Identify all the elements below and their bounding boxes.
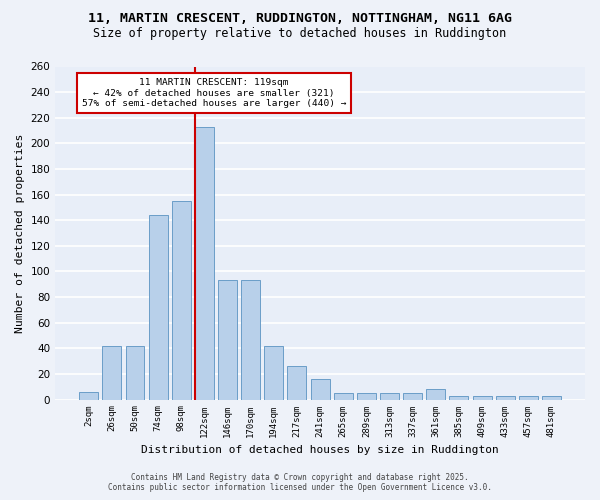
Y-axis label: Number of detached properties: Number of detached properties xyxy=(15,134,25,332)
Bar xyxy=(103,346,121,400)
Text: Contains HM Land Registry data © Crown copyright and database right 2025.
Contai: Contains HM Land Registry data © Crown c… xyxy=(108,473,492,492)
Bar xyxy=(542,396,561,400)
Bar xyxy=(473,396,491,400)
Bar xyxy=(380,393,399,400)
Bar xyxy=(496,396,515,400)
Bar xyxy=(172,201,191,400)
Text: 11 MARTIN CRESCENT: 119sqm
← 42% of detached houses are smaller (321)
57% of sem: 11 MARTIN CRESCENT: 119sqm ← 42% of deta… xyxy=(82,78,346,108)
Bar xyxy=(149,215,167,400)
Text: Size of property relative to detached houses in Ruddington: Size of property relative to detached ho… xyxy=(94,28,506,40)
Bar xyxy=(426,390,445,400)
Bar xyxy=(334,393,353,400)
Bar xyxy=(79,392,98,400)
Bar xyxy=(311,379,329,400)
Bar xyxy=(241,280,260,400)
Bar xyxy=(125,346,145,400)
Bar xyxy=(357,393,376,400)
Bar xyxy=(195,126,214,400)
Text: 11, MARTIN CRESCENT, RUDDINGTON, NOTTINGHAM, NG11 6AG: 11, MARTIN CRESCENT, RUDDINGTON, NOTTING… xyxy=(88,12,512,26)
Bar xyxy=(287,366,307,400)
Bar xyxy=(218,280,237,400)
Bar xyxy=(519,396,538,400)
X-axis label: Distribution of detached houses by size in Ruddington: Distribution of detached houses by size … xyxy=(141,445,499,455)
Bar xyxy=(265,346,283,400)
Bar xyxy=(403,393,422,400)
Bar xyxy=(449,396,469,400)
